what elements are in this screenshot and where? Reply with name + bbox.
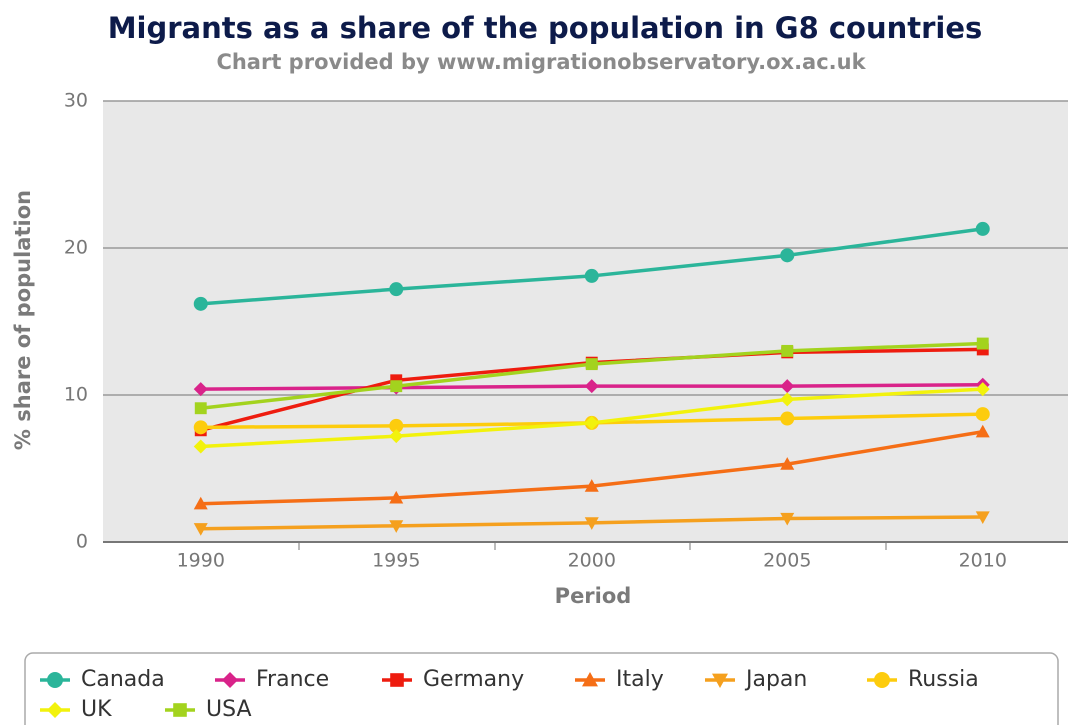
legend-marker xyxy=(582,672,598,687)
data-point xyxy=(389,520,404,533)
legend-label: UK xyxy=(81,697,112,722)
data-point xyxy=(780,457,795,470)
data-point xyxy=(585,358,598,371)
legend-label: Germany xyxy=(423,667,524,692)
data-point xyxy=(780,392,795,407)
legend-marker xyxy=(712,673,728,688)
x-tick-label: 2000 xyxy=(568,550,616,572)
x-tick-label: 1995 xyxy=(372,550,420,572)
data-point xyxy=(975,221,990,236)
data-point xyxy=(780,379,795,394)
data-point xyxy=(976,337,989,350)
data-point xyxy=(193,420,208,435)
chart-title: Migrants as a share of the population in… xyxy=(108,11,983,45)
data-point xyxy=(389,429,404,444)
legend-label: Russia xyxy=(908,667,979,692)
y-tick-label: 30 xyxy=(64,90,88,112)
x-axis-label: Period xyxy=(555,584,632,608)
data-point xyxy=(781,344,794,357)
data-point xyxy=(975,407,990,422)
x-tick-label: 2005 xyxy=(763,550,811,572)
data-point xyxy=(780,512,795,526)
category-ticks xyxy=(298,542,887,550)
data-point xyxy=(193,439,208,454)
data-point xyxy=(389,282,404,297)
data-point xyxy=(389,490,404,504)
data-point xyxy=(584,517,599,530)
legend-label: Japan xyxy=(744,667,807,692)
data-point xyxy=(584,415,599,430)
legend-marker xyxy=(390,673,404,687)
data-point xyxy=(389,418,404,433)
y-tick-label: 0 xyxy=(76,531,88,553)
data-point xyxy=(193,523,208,536)
legend-marker xyxy=(47,702,63,718)
data-point xyxy=(584,479,599,492)
legend-marker xyxy=(173,703,187,717)
data-point xyxy=(584,268,599,283)
legend-label: France xyxy=(256,667,329,692)
legend-label: Italy xyxy=(616,667,664,692)
data-point xyxy=(193,382,208,397)
legend-marker xyxy=(47,672,63,688)
x-tick-label: 2010 xyxy=(959,550,1007,572)
data-point xyxy=(193,496,208,510)
legend-box xyxy=(24,652,1059,725)
legend-label: USA xyxy=(206,697,252,722)
data-point xyxy=(975,382,990,397)
data-point xyxy=(780,411,795,426)
data-point xyxy=(584,379,599,394)
legend-marker xyxy=(222,672,238,688)
legend-label: Canada xyxy=(81,667,165,692)
y-tick-label: 20 xyxy=(64,237,88,259)
data-point xyxy=(390,380,403,393)
data-point xyxy=(780,248,795,263)
data-point xyxy=(193,296,208,311)
y-tick-label: 10 xyxy=(64,384,88,406)
data-point xyxy=(194,402,207,415)
data-point xyxy=(975,511,990,525)
x-tick-label: 1990 xyxy=(177,550,225,572)
chart-subtitle: Chart provided by www.migrationobservato… xyxy=(216,50,866,74)
y-axis-label: % share of population xyxy=(11,190,35,450)
data-point xyxy=(975,424,990,438)
legend-marker xyxy=(874,672,890,688)
plot-area xyxy=(103,101,1068,542)
